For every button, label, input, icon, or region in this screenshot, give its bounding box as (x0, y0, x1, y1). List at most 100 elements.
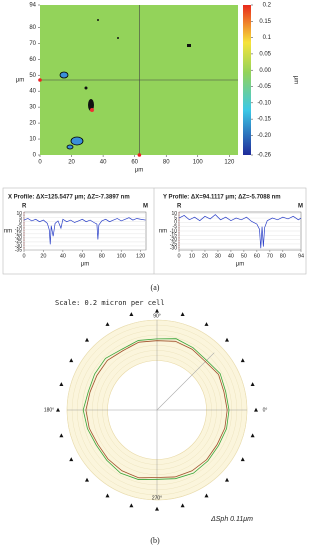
tick-triangle (129, 312, 134, 316)
angle-label: 270° (152, 495, 162, 501)
defect (117, 37, 119, 39)
y-tick-label: 20 (29, 121, 36, 127)
x-tick-label: 0 (38, 160, 42, 166)
defect (90, 108, 94, 112)
defect (88, 99, 94, 111)
defect (187, 44, 191, 47)
tick-triangle (225, 337, 230, 342)
colorbar-label: μm (292, 76, 298, 84)
x-tick-label: 80 (163, 160, 170, 166)
tick-triangle (129, 503, 134, 508)
defect (97, 19, 99, 21)
x-tick-label: 120 (136, 253, 145, 259)
polar-series (85, 340, 228, 479)
tick-triangle (84, 337, 89, 342)
y-tick-label: 10 (171, 211, 177, 217)
tick-triangle (204, 493, 209, 498)
x-tick-label: 80 (280, 253, 286, 259)
y-tick-label: -15 (170, 233, 177, 239)
x-tick-label: 30 (215, 253, 221, 259)
colorbar (243, 5, 251, 155)
y-tick-label: -10 (15, 227, 22, 233)
colorbar-tick-label: 0.2 (263, 3, 272, 9)
tick-triangle (59, 382, 64, 386)
cursor-marker (137, 153, 142, 157)
angle-label: 90° (153, 313, 161, 319)
x-tick-label: 100 (193, 160, 204, 166)
angle-label: 0° (263, 407, 268, 413)
tick-triangle (225, 477, 230, 482)
profile-line (23, 217, 146, 245)
marker-r: R (177, 204, 182, 210)
x-tick-label: 80 (99, 253, 105, 259)
x-tick-label: 40 (100, 160, 107, 166)
x-tick-label: 70 (267, 253, 273, 259)
y-tick-label: 50 (29, 73, 36, 79)
x-tick-label: 20 (202, 253, 208, 259)
tick-triangle (155, 308, 159, 313)
y-tick-label: 60 (29, 57, 36, 63)
tick-triangle (105, 322, 110, 326)
y-tick-label: 5 (174, 215, 177, 221)
tick-triangle (254, 407, 258, 412)
colorbar-tick-label: 0.15 (259, 19, 271, 25)
colorbar-tick-label: -0.10 (257, 100, 271, 106)
tick-triangle (84, 477, 89, 482)
tick-triangle (240, 457, 245, 462)
y-tick-label: -25 (170, 241, 177, 247)
x-tick-label: 120 (224, 160, 235, 166)
colorbar-tick-label: -0.15 (257, 117, 271, 123)
y-tick-label: 0 (174, 220, 177, 226)
y-tick-label: -20 (170, 237, 177, 243)
x-tick-label: 10 (189, 253, 195, 259)
y-tick-label: -5 (173, 224, 178, 230)
tick-triangle (59, 433, 64, 438)
x-tick-label: 20 (68, 160, 75, 166)
scale-title: Scale: 0.2 micron per cell (55, 299, 165, 307)
defect (66, 144, 74, 150)
colorbar-tick-label: -0.05 (257, 84, 271, 90)
y-tick-label: 94 (29, 3, 36, 9)
y-tick-label: -25 (15, 239, 22, 245)
x-axis-label: μm (236, 262, 244, 268)
tick-triangle (250, 382, 255, 386)
annotation: ΔSph 0.11μm (210, 516, 253, 523)
angle-label: 180° (44, 407, 54, 413)
y-tick-label: 0 (19, 219, 22, 225)
cursor-marker (38, 78, 42, 82)
y-tick-label: -10 (170, 228, 177, 234)
x-tick-label: 50 (241, 253, 247, 259)
profile-title: X Profile: ΔX=125.5477 μm; ΔZ=-7.3897 nm (8, 195, 130, 201)
y-tick-label: -35 (15, 247, 22, 253)
y-tick-label: -5 (18, 223, 23, 229)
radius-line (156, 352, 215, 411)
colorbar-tick-label: 0.00 (259, 68, 271, 74)
colorbar-tick-label: 0.05 (259, 51, 271, 57)
x-axis-label: μm (135, 168, 143, 174)
y-tick-label: 10 (29, 137, 36, 143)
y-tick-label: 70 (29, 41, 36, 47)
x-tick-label: 94 (298, 253, 304, 259)
x-tick-label: 100 (117, 253, 126, 259)
polar-series (82, 338, 230, 480)
tick-triangle (250, 433, 255, 438)
tick-triangle (56, 407, 60, 412)
tick-triangle (69, 358, 74, 363)
y-tick-label: -20 (15, 235, 22, 241)
y-axis-label: μm (16, 78, 24, 84)
y-tick-label: 0 (33, 153, 37, 159)
colorbar-tick-label: 0.1 (263, 35, 272, 41)
caption: (b) (150, 536, 160, 545)
marker-r: R (22, 204, 27, 210)
defect (70, 136, 84, 146)
x-tick-label: 0 (177, 253, 180, 259)
y-tick-label: -30 (170, 246, 177, 252)
y-tick-label: 40 (29, 89, 36, 95)
y-tick-label: 80 (29, 25, 36, 31)
x-tick-label: 60 (254, 253, 260, 259)
colorbar-tick-label: -0.20 (257, 133, 271, 139)
y-tick-label: 30 (29, 105, 36, 111)
y-tick-label: 10 (16, 211, 22, 217)
tick-triangle (180, 312, 185, 316)
